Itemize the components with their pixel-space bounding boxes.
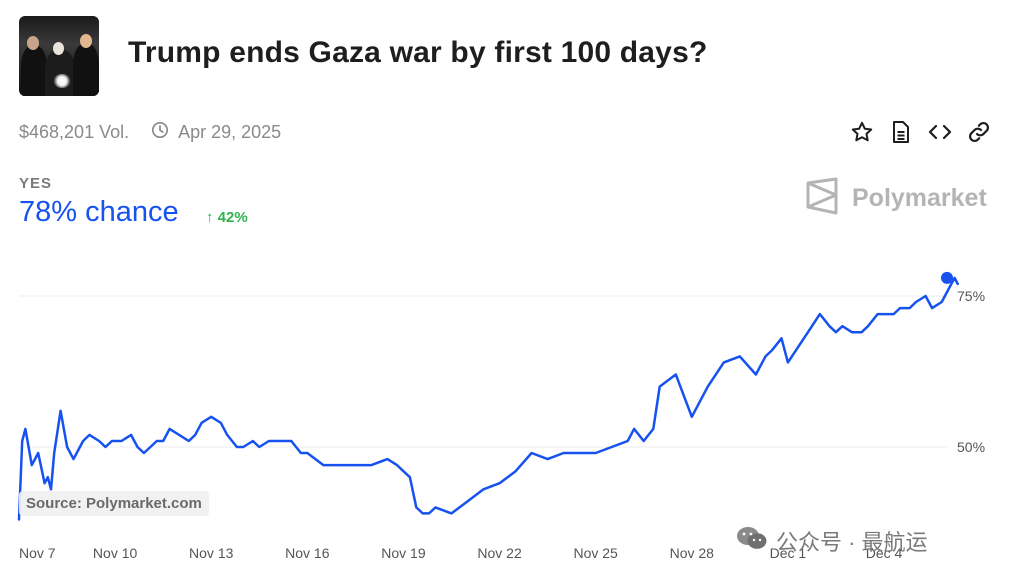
thumbnail-figure-right xyxy=(73,44,99,96)
brand-logo: Polymarket xyxy=(805,177,987,220)
polymarket-logo-icon xyxy=(805,177,839,220)
market-actions xyxy=(849,119,992,145)
code-icon[interactable] xyxy=(927,119,953,145)
brand-name: Polymarket xyxy=(852,184,987,212)
link-icon[interactable] xyxy=(966,119,992,145)
watermark-text: 公众号 · 最航运 xyxy=(776,530,928,555)
x-tick-label: Nov 10 xyxy=(93,545,138,561)
source-note: Source: Polymarket.com xyxy=(19,491,209,516)
x-tick-label: Nov 16 xyxy=(285,545,330,561)
thumbnail-figure-left xyxy=(21,46,47,96)
change-value: 42% xyxy=(217,209,248,226)
market-meta: $468,201 Vol. Apr 29, 2025 xyxy=(19,121,281,144)
end-date-text: Apr 29, 2025 xyxy=(178,122,282,142)
thumbnail-figure-center xyxy=(45,50,75,96)
x-tick-label: Nov 28 xyxy=(670,545,715,561)
y-tick-label: 75% xyxy=(957,288,985,304)
x-tick-label: Nov 22 xyxy=(477,545,522,561)
last-value-point xyxy=(941,271,953,284)
outcome-label: YES xyxy=(19,175,53,192)
thumbnail-head-left xyxy=(27,36,39,50)
x-tick-label: Dec 4 xyxy=(866,545,903,561)
wechat-watermark: 公众号 · 最航运 xyxy=(736,525,928,557)
x-tick-label: Dec 1 xyxy=(770,545,807,561)
x-tick-label: Nov 13 xyxy=(189,545,234,561)
market-title: Trump ends Gaza war by first 100 days? xyxy=(128,36,708,69)
x-tick-label: Nov 19 xyxy=(381,545,426,561)
change-indicator: ↑ 42% xyxy=(206,209,248,226)
x-tick-label: Nov 7 xyxy=(19,545,56,561)
star-icon[interactable] xyxy=(849,119,875,145)
document-icon[interactable] xyxy=(888,119,914,145)
arrow-up-icon: ↑ xyxy=(206,209,214,226)
x-tick-label: Nov 25 xyxy=(573,545,618,561)
thumbnail-head-right xyxy=(80,34,92,48)
wechat-icon xyxy=(736,525,768,557)
thumbnail-glowing-orb xyxy=(53,74,71,88)
chance-value: 78% chance xyxy=(19,196,179,228)
thumbnail-head-center xyxy=(53,42,64,55)
series-line-yes xyxy=(17,276,959,521)
market-thumbnail xyxy=(19,16,99,96)
y-tick-label: 50% xyxy=(957,439,985,455)
clock-icon xyxy=(151,121,169,144)
volume-text: $468,201 Vol. xyxy=(19,122,130,142)
